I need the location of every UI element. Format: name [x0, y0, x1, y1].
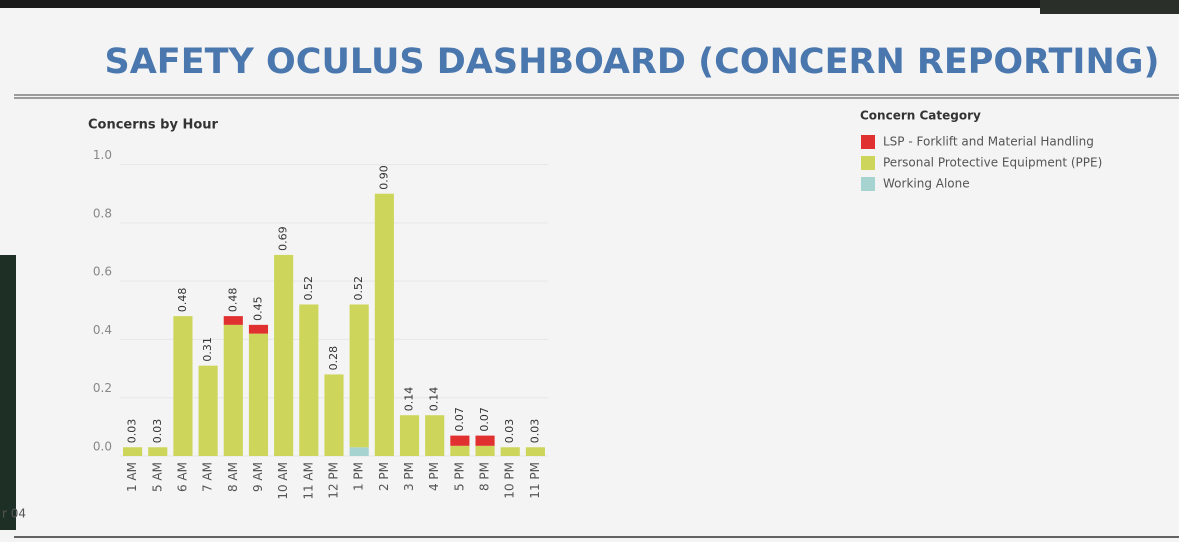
- x-tick-label: 3 PM: [402, 462, 416, 491]
- total-label: 0.03: [503, 419, 516, 444]
- legend-label: Working Alone: [883, 177, 970, 191]
- page: SAFETY OCULUS DASHBOARD (CONCERN REPORTI…: [0, 0, 1179, 542]
- dashboard: SAFETY OCULUS DASHBOARD (CONCERN REPORTI…: [0, 0, 1179, 542]
- chart-title: Concerns by Hour: [88, 118, 219, 133]
- total-label: 0.52: [302, 276, 315, 301]
- bar-segment: [350, 447, 369, 456]
- legend-label: LSP - Forklift and Material Handling: [883, 135, 1094, 149]
- x-tick-label: 1 AM: [125, 462, 139, 492]
- bar-segment: [249, 334, 268, 456]
- bar-segment: [324, 374, 343, 456]
- bar-segment: [450, 446, 469, 456]
- bar-segment: [224, 316, 243, 325]
- bar-segment: [199, 366, 218, 456]
- x-tick-label: 6 AM: [175, 462, 189, 492]
- y-tick-label: 0.8: [93, 206, 112, 220]
- bar-segment: [299, 304, 318, 456]
- y-tick-label: 0.4: [93, 323, 112, 337]
- bar-segment: [224, 325, 243, 456]
- total-label: 0.31: [201, 337, 214, 362]
- total-label: 0.52: [352, 276, 365, 301]
- total-label: 0.45: [251, 296, 264, 321]
- x-tick-label: 11 PM: [528, 462, 542, 499]
- total-label: 0.14: [403, 387, 416, 412]
- total-label: 0.90: [377, 165, 390, 190]
- legend-swatch: [861, 156, 875, 170]
- legend-swatch: [861, 135, 875, 149]
- footer-text: r 04: [2, 507, 26, 521]
- x-tick-label: 10 PM: [503, 462, 517, 499]
- bar-segment: [173, 316, 192, 456]
- total-label: 0.03: [126, 419, 139, 444]
- dashboard-title: SAFETY OCULUS DASHBOARD (CONCERN REPORTI…: [105, 42, 1160, 82]
- x-tick-label: 9 AM: [251, 462, 265, 492]
- x-tick-label: 7 AM: [201, 462, 215, 492]
- bar-segment: [475, 436, 494, 446]
- x-tick-label: 8 AM: [226, 462, 240, 492]
- y-tick-label: 0.6: [93, 265, 112, 279]
- y-tick-label: 0.2: [93, 381, 112, 395]
- x-tick-label: 2 PM: [377, 462, 391, 491]
- bar-segment: [148, 447, 167, 456]
- bar-segment: [501, 447, 520, 456]
- corner-image: [1040, 0, 1179, 14]
- total-label: 0.03: [528, 419, 541, 444]
- bar-segment: [274, 255, 293, 456]
- bar-segment: [123, 447, 142, 456]
- x-tick-label: 4 PM: [427, 462, 441, 491]
- x-tick-label: 5 AM: [150, 462, 164, 492]
- legend-label: Personal Protective Equipment (PPE): [883, 156, 1102, 170]
- total-label: 0.69: [277, 226, 290, 251]
- total-label: 0.28: [327, 346, 340, 371]
- x-tick-label: 10 AM: [276, 462, 290, 500]
- bar-segment: [475, 446, 494, 456]
- bar-segment: [526, 447, 545, 456]
- total-label: 0.07: [478, 407, 491, 432]
- x-tick-label: 8 PM: [478, 462, 492, 491]
- total-label: 0.14: [428, 387, 441, 412]
- bar-segment: [375, 194, 394, 456]
- bar-segment: [450, 436, 469, 446]
- x-tick-label: 11 AM: [301, 462, 315, 500]
- legend-swatch: [861, 177, 875, 191]
- y-tick-label: 1.0: [93, 148, 112, 162]
- y-tick-label: 0.0: [93, 440, 112, 454]
- total-label: 0.48: [226, 288, 239, 313]
- x-tick-label: 12 PM: [327, 462, 341, 499]
- top-band: [0, 0, 1179, 8]
- total-label: 0.03: [151, 419, 164, 444]
- bar-segment: [425, 415, 444, 456]
- side-image: [0, 255, 16, 530]
- bar-segment: [350, 304, 369, 447]
- bar-segment: [249, 325, 268, 334]
- x-tick-label: 1 PM: [352, 462, 366, 491]
- total-label: 0.07: [453, 407, 466, 432]
- x-tick-label: 5 PM: [452, 462, 466, 491]
- legend-title: Concern Category: [860, 109, 981, 123]
- total-label: 0.48: [176, 288, 189, 313]
- bar-segment: [400, 415, 419, 456]
